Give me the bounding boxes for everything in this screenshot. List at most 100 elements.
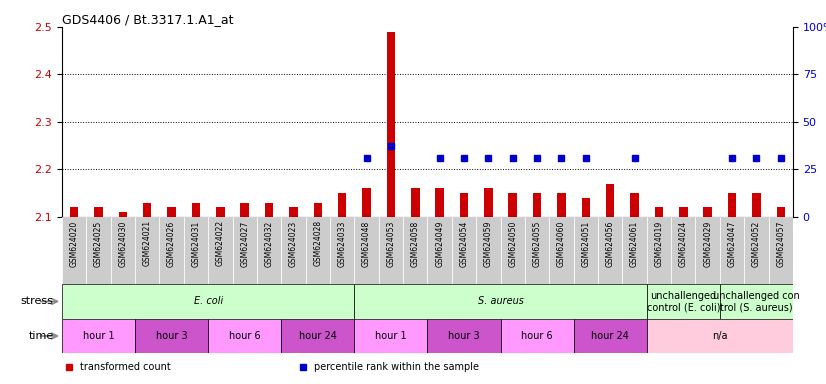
Text: GSM624026: GSM624026 bbox=[167, 220, 176, 266]
Bar bbox=[484, 189, 492, 217]
Bar bbox=[460, 193, 468, 217]
Bar bbox=[728, 193, 736, 217]
Text: GSM624058: GSM624058 bbox=[411, 220, 420, 266]
Bar bbox=[387, 31, 395, 217]
Text: hour 6: hour 6 bbox=[521, 331, 553, 341]
Text: GSM624033: GSM624033 bbox=[338, 220, 347, 267]
Bar bbox=[428, 217, 452, 284]
Text: GSM624022: GSM624022 bbox=[216, 220, 225, 266]
Text: GSM624030: GSM624030 bbox=[118, 220, 127, 267]
Bar bbox=[257, 217, 281, 284]
Text: n/a: n/a bbox=[712, 331, 728, 341]
Bar bbox=[623, 217, 647, 284]
Text: stress: stress bbox=[21, 296, 54, 306]
Text: unchallenged
control (E. coli): unchallenged control (E. coli) bbox=[647, 291, 720, 312]
Bar bbox=[168, 207, 176, 217]
Bar bbox=[695, 217, 719, 284]
Text: GSM624027: GSM624027 bbox=[240, 220, 249, 266]
Text: GSM624052: GSM624052 bbox=[752, 220, 761, 266]
Text: GSM624051: GSM624051 bbox=[582, 220, 591, 266]
Text: GSM624050: GSM624050 bbox=[508, 220, 517, 267]
Text: GSM624023: GSM624023 bbox=[289, 220, 298, 266]
Text: GSM624029: GSM624029 bbox=[703, 220, 712, 266]
Text: GSM624025: GSM624025 bbox=[94, 220, 103, 266]
Text: hour 3: hour 3 bbox=[156, 331, 188, 341]
Bar bbox=[558, 193, 566, 217]
Text: S. aureus: S. aureus bbox=[477, 296, 524, 306]
Bar bbox=[533, 193, 541, 217]
Bar bbox=[62, 217, 87, 284]
Bar bbox=[752, 193, 761, 217]
Bar bbox=[573, 217, 598, 284]
Bar bbox=[183, 217, 208, 284]
Bar bbox=[403, 217, 428, 284]
Text: GSM624061: GSM624061 bbox=[630, 220, 639, 266]
Text: time: time bbox=[28, 331, 54, 341]
Text: hour 24: hour 24 bbox=[591, 331, 629, 341]
Text: GSM624021: GSM624021 bbox=[143, 220, 152, 266]
Bar bbox=[744, 217, 768, 284]
Bar bbox=[306, 217, 330, 284]
Text: GSM624031: GSM624031 bbox=[192, 220, 201, 266]
Bar bbox=[135, 319, 208, 353]
Bar bbox=[192, 203, 200, 217]
Bar bbox=[476, 217, 501, 284]
Text: GSM624032: GSM624032 bbox=[264, 220, 273, 266]
Text: GSM624047: GSM624047 bbox=[728, 220, 737, 267]
Text: GSM624049: GSM624049 bbox=[435, 220, 444, 267]
Bar bbox=[159, 217, 183, 284]
Bar bbox=[354, 217, 378, 284]
Text: GSM624054: GSM624054 bbox=[459, 220, 468, 267]
Bar bbox=[704, 207, 712, 217]
Text: GSM624019: GSM624019 bbox=[654, 220, 663, 266]
Text: GSM624048: GSM624048 bbox=[362, 220, 371, 266]
Text: GSM624057: GSM624057 bbox=[776, 220, 786, 267]
Bar bbox=[598, 217, 623, 284]
Bar bbox=[281, 319, 354, 353]
Bar bbox=[647, 319, 793, 353]
Text: GSM624028: GSM624028 bbox=[313, 220, 322, 266]
Bar bbox=[647, 217, 671, 284]
Bar bbox=[314, 203, 322, 217]
Bar bbox=[411, 189, 420, 217]
Bar bbox=[208, 217, 233, 284]
Text: unchallenged con
trol (S. aureus): unchallenged con trol (S. aureus) bbox=[713, 291, 800, 312]
Bar bbox=[119, 212, 127, 217]
Text: hour 1: hour 1 bbox=[83, 331, 114, 341]
Bar bbox=[378, 217, 403, 284]
Bar bbox=[111, 217, 135, 284]
Text: GSM624020: GSM624020 bbox=[69, 220, 78, 266]
Bar bbox=[289, 207, 297, 217]
Bar bbox=[509, 193, 517, 217]
Bar bbox=[240, 203, 249, 217]
Bar bbox=[719, 217, 744, 284]
Text: GSM624056: GSM624056 bbox=[605, 220, 615, 267]
Bar bbox=[501, 319, 573, 353]
Bar bbox=[679, 207, 687, 217]
Bar bbox=[768, 217, 793, 284]
Bar bbox=[606, 184, 615, 217]
Bar bbox=[671, 217, 695, 284]
Bar bbox=[655, 207, 663, 217]
Bar bbox=[265, 203, 273, 217]
Bar bbox=[501, 217, 525, 284]
Bar bbox=[143, 203, 151, 217]
Text: GSM624053: GSM624053 bbox=[387, 220, 396, 267]
Bar bbox=[233, 217, 257, 284]
Text: transformed count: transformed count bbox=[80, 362, 171, 372]
Bar bbox=[573, 319, 647, 353]
Text: GDS4406 / Bt.3317.1.A1_at: GDS4406 / Bt.3317.1.A1_at bbox=[62, 13, 234, 26]
Bar bbox=[62, 284, 354, 319]
Text: GSM624024: GSM624024 bbox=[679, 220, 688, 266]
Bar bbox=[354, 284, 647, 319]
Bar bbox=[363, 189, 371, 217]
Bar bbox=[94, 207, 102, 217]
Bar bbox=[330, 217, 354, 284]
Bar bbox=[452, 217, 476, 284]
Bar bbox=[525, 217, 549, 284]
Bar bbox=[435, 189, 444, 217]
Text: GSM624059: GSM624059 bbox=[484, 220, 493, 267]
Text: hour 24: hour 24 bbox=[299, 331, 337, 341]
Text: hour 6: hour 6 bbox=[229, 331, 260, 341]
Text: GSM624060: GSM624060 bbox=[557, 220, 566, 267]
